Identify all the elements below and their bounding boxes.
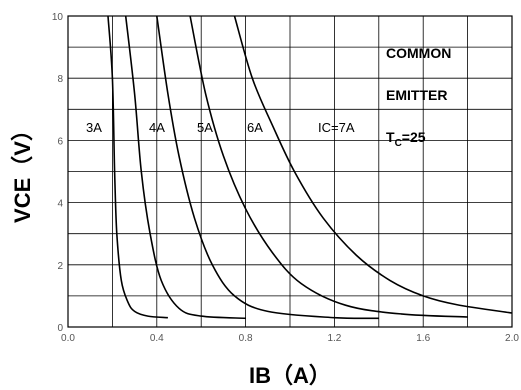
curves (107, 15, 513, 320)
x-tick-label: 0.4 (150, 333, 164, 344)
tick-labels: 0.0 0.4 0.8 1.2 1.6 2.0 0 2 4 6 8 10 (52, 12, 520, 344)
curve-label-7a: IC=7A (318, 120, 355, 135)
y-tick-label: 8 (57, 74, 63, 85)
x-tick-label: 2.0 (505, 333, 519, 344)
curve-3a (107, 15, 168, 319)
x-tick-label: 0.0 (61, 333, 75, 344)
annotation-emitter: EMITTER (386, 87, 447, 103)
y-tick-label: 10 (52, 12, 64, 23)
y-axis-title: VCE（V） (10, 119, 35, 223)
x-axis-title: IB（A） (249, 363, 331, 388)
y-tick-label: 6 (57, 136, 63, 147)
y-tick-label: 0 (57, 323, 63, 334)
annotation-common: COMMON (386, 45, 451, 61)
curve-6a (189, 15, 468, 318)
plot-frame (67, 15, 513, 328)
curve-label-6a: 6A (247, 120, 263, 135)
curve-label-5a: 5A (197, 120, 213, 135)
x-tick-label: 1.2 (327, 333, 341, 344)
x-tick-label: 1.6 (416, 333, 430, 344)
curve-label-4a: 4A (149, 120, 165, 135)
curve-4a (124, 15, 246, 320)
y-tick-label: 4 (57, 199, 63, 210)
temperature-label: TC=25 (386, 129, 426, 149)
grid (68, 16, 512, 327)
y-tick-label: 2 (57, 261, 63, 272)
x-tick-label: 0.8 (239, 333, 253, 344)
curve-ic-7a (233, 15, 513, 314)
curve-5a (156, 15, 379, 320)
curve-label-3a: 3A (86, 120, 102, 135)
